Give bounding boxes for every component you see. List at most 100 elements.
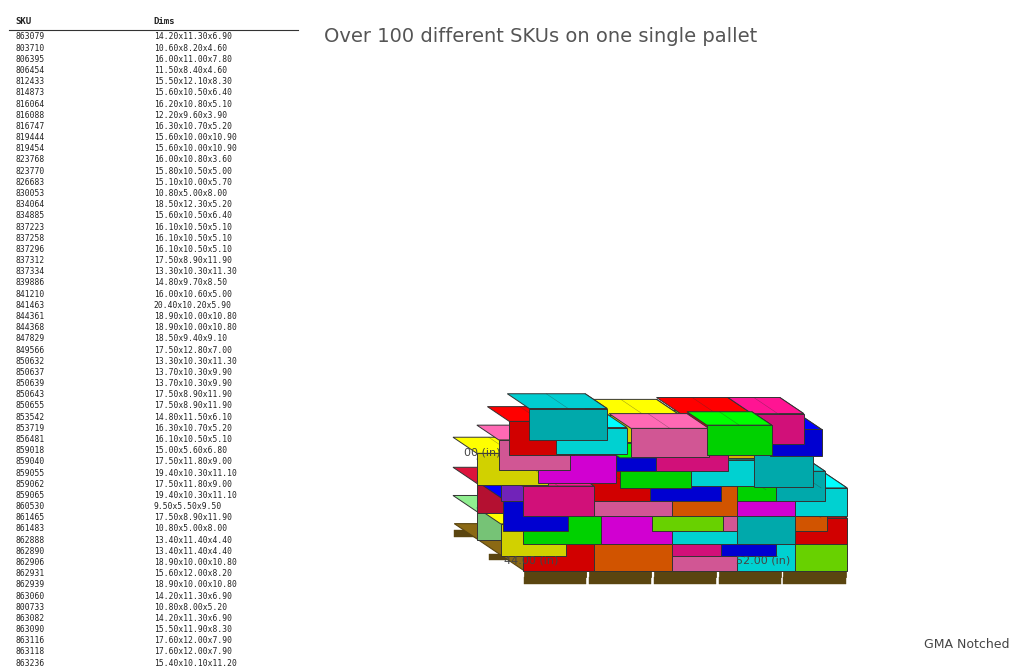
Polygon shape (725, 439, 750, 485)
Polygon shape (672, 446, 756, 460)
Polygon shape (584, 523, 716, 570)
Text: 17.50x8.90x11.90: 17.50x8.90x11.90 (154, 256, 231, 265)
Polygon shape (598, 443, 691, 458)
Polygon shape (552, 407, 574, 455)
Text: 17.60x12.00x7.90: 17.60x12.00x7.90 (154, 648, 231, 656)
Polygon shape (633, 423, 728, 440)
Polygon shape (783, 570, 846, 577)
Text: 816064: 816064 (15, 99, 45, 109)
Text: 816747: 816747 (15, 122, 45, 131)
Polygon shape (477, 425, 570, 440)
Polygon shape (477, 508, 565, 524)
Text: 861465: 861465 (15, 513, 45, 522)
Polygon shape (589, 577, 651, 584)
Text: 862888: 862888 (15, 535, 45, 545)
Polygon shape (672, 546, 736, 570)
Polygon shape (687, 413, 709, 456)
Text: 12.20x9.60x3.90: 12.20x9.60x3.90 (154, 111, 226, 119)
Polygon shape (542, 513, 650, 529)
Polygon shape (453, 467, 548, 483)
Polygon shape (697, 452, 721, 501)
Polygon shape (650, 473, 672, 516)
Text: 9.50x5.50x9.50: 9.50x5.50x9.50 (154, 502, 222, 511)
Text: 13.40x11.40x4.40: 13.40x11.40x4.40 (154, 547, 231, 556)
Polygon shape (796, 518, 847, 544)
Text: 10.60x8.20x4.60: 10.60x8.20x4.60 (154, 44, 226, 52)
Polygon shape (630, 412, 654, 456)
Text: 844368: 844368 (15, 323, 45, 332)
Polygon shape (753, 513, 825, 529)
Text: 00 (in): 00 (in) (464, 448, 501, 457)
Polygon shape (725, 469, 750, 513)
Polygon shape (455, 523, 586, 570)
Polygon shape (542, 459, 565, 501)
Polygon shape (750, 506, 801, 539)
Polygon shape (524, 467, 548, 513)
Text: 16.10x10.50x5.10: 16.10x10.50x5.10 (154, 223, 231, 231)
Polygon shape (453, 437, 548, 454)
Polygon shape (680, 413, 752, 442)
Polygon shape (753, 506, 776, 556)
Polygon shape (519, 530, 582, 537)
Polygon shape (717, 505, 736, 544)
Text: 860530: 860530 (15, 502, 45, 511)
Text: 863060: 863060 (15, 592, 45, 601)
Text: 837223: 837223 (15, 223, 45, 231)
Polygon shape (609, 415, 680, 442)
Polygon shape (626, 452, 721, 468)
Polygon shape (752, 412, 772, 455)
Polygon shape (695, 411, 717, 455)
Text: 819454: 819454 (15, 144, 45, 153)
Text: 13.70x10.30x9.90: 13.70x10.30x9.90 (154, 368, 231, 377)
Polygon shape (524, 492, 626, 508)
Polygon shape (703, 423, 728, 471)
Polygon shape (783, 577, 846, 584)
Polygon shape (626, 457, 691, 485)
Polygon shape (524, 437, 548, 485)
Polygon shape (626, 482, 691, 513)
Polygon shape (548, 459, 626, 485)
Polygon shape (453, 495, 548, 511)
Polygon shape (687, 412, 772, 425)
Polygon shape (518, 442, 616, 455)
Text: 850637: 850637 (15, 368, 45, 377)
Text: 863079: 863079 (15, 32, 45, 42)
Text: 850655: 850655 (15, 401, 45, 411)
Polygon shape (626, 487, 652, 531)
Polygon shape (775, 499, 796, 544)
Polygon shape (653, 577, 716, 584)
Polygon shape (572, 529, 594, 570)
Text: SKU: SKU (15, 17, 32, 25)
Polygon shape (552, 412, 654, 428)
Polygon shape (501, 475, 565, 501)
Polygon shape (596, 442, 616, 483)
Text: 14.20x11.30x6.90: 14.20x11.30x6.90 (154, 32, 231, 42)
Text: 16.30x10.70x5.20: 16.30x10.70x5.20 (154, 424, 231, 433)
Polygon shape (793, 442, 813, 486)
Polygon shape (548, 427, 656, 443)
Text: 44.00 (in): 44.00 (in) (504, 556, 558, 566)
Polygon shape (719, 427, 771, 458)
Text: 859040: 859040 (15, 458, 45, 466)
Text: 830053: 830053 (15, 189, 45, 198)
Polygon shape (715, 531, 736, 570)
Polygon shape (631, 428, 709, 456)
Polygon shape (542, 487, 652, 505)
Polygon shape (667, 497, 691, 539)
Polygon shape (695, 411, 771, 427)
Polygon shape (542, 508, 565, 556)
Text: 812433: 812433 (15, 77, 45, 86)
Polygon shape (691, 485, 750, 513)
Polygon shape (656, 399, 680, 442)
Polygon shape (750, 483, 801, 513)
Text: 18.90x10.00x10.80: 18.90x10.00x10.80 (154, 312, 237, 321)
Polygon shape (542, 482, 567, 531)
Text: 839886: 839886 (15, 278, 45, 287)
Polygon shape (719, 570, 781, 577)
Text: 18.90x10.00x10.80: 18.90x10.00x10.80 (154, 558, 237, 567)
Text: 10.80x8.00x5.20: 10.80x8.00x5.20 (154, 603, 226, 612)
Polygon shape (516, 523, 586, 577)
Polygon shape (667, 466, 691, 513)
Polygon shape (801, 485, 827, 531)
Polygon shape (620, 458, 691, 488)
